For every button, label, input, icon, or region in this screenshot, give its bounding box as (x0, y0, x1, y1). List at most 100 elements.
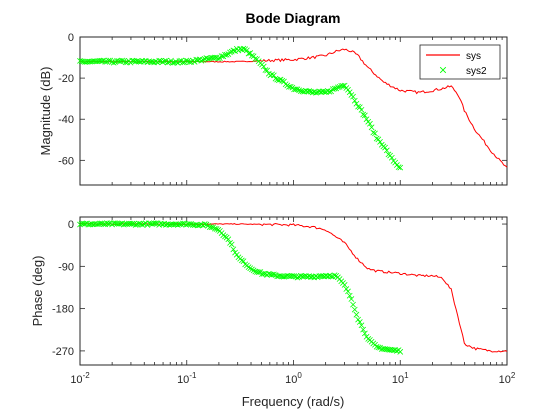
phase-axis-label: Phase (deg) (30, 256, 45, 327)
y-tick-label: -60 (58, 155, 74, 167)
series-sys2-point (238, 257, 245, 264)
series-sys2-point (149, 221, 156, 227)
series-sys2-point (270, 271, 277, 278)
series-sys2-point (331, 272, 338, 279)
series-sys2-point (341, 82, 348, 89)
legend-sys-label: sys (466, 51, 481, 62)
series-sys2-point (122, 59, 129, 66)
series-sys2-point (326, 272, 333, 279)
y-tick-label: -90 (58, 261, 74, 273)
series-sys2-point (250, 267, 257, 274)
series-sys2-point (146, 220, 152, 227)
series-sys2-point (358, 322, 365, 329)
series-sys2-point (292, 86, 299, 93)
series-sys2-point (152, 220, 159, 227)
series-sys2-point (361, 330, 368, 337)
series-sys2-point (141, 221, 147, 227)
legend-sys2-marker (439, 66, 447, 74)
series-sys2-point (243, 47, 250, 54)
series-sys2-point (363, 116, 370, 123)
series-sys2-point (82, 220, 88, 227)
series-sys2-point (343, 286, 350, 292)
series-sys2-point (287, 83, 294, 90)
series-sys2-point (230, 246, 237, 253)
series-sys2-point (255, 269, 262, 276)
series-sys2-point (146, 58, 152, 65)
series-sys2-point (198, 57, 205, 64)
series-sys2-point (240, 45, 247, 52)
series-sys2-point (211, 225, 218, 232)
series-sys2-point (178, 221, 185, 228)
series-sys2-point (319, 88, 326, 95)
frequency-axis-label: Frequency (rad/s) (242, 394, 345, 409)
series-sys2-point (188, 221, 195, 227)
series-sys2-point (78, 58, 85, 65)
series-sys2-point (186, 221, 193, 227)
series-sys2-point (346, 292, 353, 299)
series-sys2-point (85, 221, 92, 228)
series-sys2-point (397, 348, 404, 355)
series-sys2-point (77, 221, 83, 228)
series-sys2-point (388, 154, 395, 161)
series-sys2-point (348, 296, 355, 302)
series-sys2-point (351, 97, 358, 104)
series-sys2-point (372, 130, 378, 137)
series-sys2-point (223, 51, 230, 58)
series-sys2-point (174, 222, 181, 228)
series-sys2-point (249, 266, 255, 273)
series-sys2-point (345, 288, 351, 295)
series-sys2-point (360, 326, 367, 333)
series-sys2-point (350, 93, 356, 100)
series-sys2-point (105, 220, 112, 227)
series-sys2-point (370, 129, 377, 136)
phase-panel: Phase (deg) 0 -90 -180 -270 10-2 10-1 100 101 10… (30, 216, 516, 386)
x-tick-label: 10-2 (70, 371, 90, 386)
series-sys2-point (377, 138, 383, 145)
series-sys2-point (299, 88, 306, 95)
y-tick-label: -270 (52, 346, 74, 358)
series-sys2-point (141, 58, 147, 65)
series-sys2-point (296, 87, 303, 94)
legend-sys2-label: sys2 (466, 66, 487, 77)
series-sys2-point (355, 316, 361, 323)
series-sys2-point (345, 86, 351, 93)
series-sys2-point (161, 58, 168, 65)
series-sys2-point (346, 89, 353, 96)
series-sys2-point (208, 224, 215, 231)
series-sys2-point (129, 220, 136, 227)
series-sys2-point (277, 273, 284, 279)
series-sys2-point (351, 306, 358, 313)
series-sys2-point (393, 348, 400, 354)
x-tick-label: 100 (285, 371, 302, 386)
series-sys2-point (392, 159, 399, 166)
series-sys2-point (340, 83, 346, 89)
series-sys2-point (270, 72, 277, 79)
y-tick-label: 0 (68, 219, 74, 231)
series-sys2-point (313, 89, 319, 96)
series-sys2-point (99, 220, 105, 227)
series-sys2-point (367, 120, 373, 127)
magnitude-axis-label: Magnitude (dB) (38, 67, 53, 156)
series-sys2-point (281, 273, 287, 280)
x-tick-label: 10-1 (177, 371, 197, 386)
series-sys2-point (183, 57, 190, 64)
series-sys2-point (230, 47, 237, 54)
series-sys2-point (260, 63, 267, 70)
series-sys2-point (139, 222, 146, 228)
series-sys2-point (99, 57, 105, 64)
series-sys2-point (341, 282, 348, 288)
series-sys2-point (350, 301, 356, 308)
series-sys2-point (102, 58, 109, 65)
series-sys2-point (215, 55, 222, 62)
series-sys2-point (294, 86, 301, 93)
series-sys2-point (326, 88, 333, 95)
series-sys2-point (213, 226, 220, 232)
series-sys2-point (314, 274, 321, 281)
legend-box (419, 44, 501, 80)
series-sys2-point (265, 270, 272, 277)
series-sys2-point (184, 58, 191, 64)
series-sys2-point (358, 106, 365, 113)
series-sys2-point (136, 58, 142, 65)
series-sys2-point (186, 59, 193, 65)
